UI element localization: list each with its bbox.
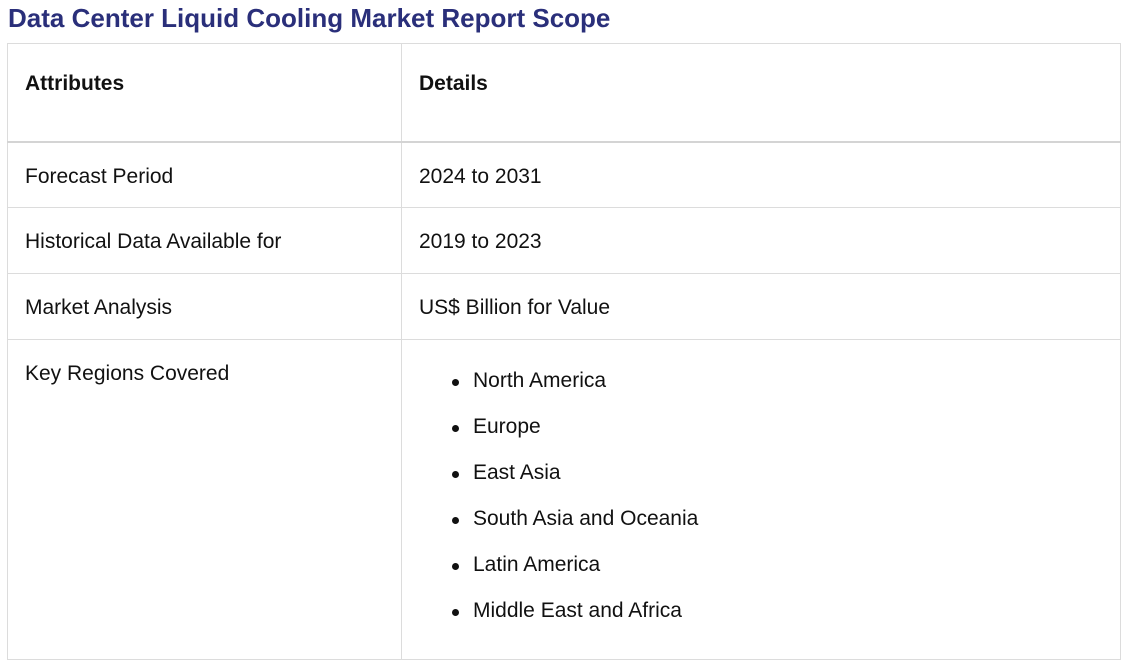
list-item: Latin America xyxy=(452,548,1103,579)
page-title: Data Center Liquid Cooling Market Report… xyxy=(8,3,611,33)
attribute-cell: Key Regions Covered xyxy=(7,339,402,660)
bullet-icon xyxy=(452,471,459,478)
detail-cell: 2024 to 2031 xyxy=(401,141,1121,208)
list-item: Europe xyxy=(452,410,1103,441)
list-item: North America xyxy=(452,364,1103,395)
list-item: East Asia xyxy=(452,456,1103,487)
table-header-row: Attributes Details xyxy=(7,43,1121,143)
regions-list: North America Europe East Asia South Asi… xyxy=(419,364,1103,625)
region-label: Europe xyxy=(473,415,541,438)
attribute-cell: Forecast Period xyxy=(7,141,402,208)
list-item: South Asia and Oceania xyxy=(452,502,1103,533)
bullet-icon xyxy=(452,609,459,616)
detail-cell: US$ Billion for Value xyxy=(401,273,1121,340)
region-label: South Asia and Oceania xyxy=(473,507,699,530)
table-row: Forecast Period 2024 to 2031 xyxy=(7,141,1121,208)
table-row: Market Analysis US$ Billion for Value xyxy=(7,273,1121,340)
region-label: Latin America xyxy=(473,553,601,576)
region-label: North America xyxy=(473,369,607,392)
table-row-key-regions: Key Regions Covered North America Europe… xyxy=(7,339,1121,660)
attribute-cell: Market Analysis xyxy=(7,273,402,340)
column-header-details: Details xyxy=(401,43,1121,143)
region-label: East Asia xyxy=(473,461,561,484)
regions-cell: North America Europe East Asia South Asi… xyxy=(401,339,1121,660)
detail-cell: 2019 to 2023 xyxy=(401,207,1121,274)
bullet-icon xyxy=(452,563,459,570)
table-row: Historical Data Available for 2019 to 20… xyxy=(7,207,1121,274)
bullet-icon xyxy=(452,517,459,524)
attribute-cell: Historical Data Available for xyxy=(7,207,402,274)
region-label: Middle East and Africa xyxy=(473,599,682,622)
column-header-attributes: Attributes xyxy=(7,43,402,143)
list-item: Middle East and Africa xyxy=(452,594,1103,625)
report-scope-table: Attributes Details Forecast Period 2024 … xyxy=(7,43,1121,660)
bullet-icon xyxy=(452,379,459,386)
bullet-icon xyxy=(452,425,459,432)
